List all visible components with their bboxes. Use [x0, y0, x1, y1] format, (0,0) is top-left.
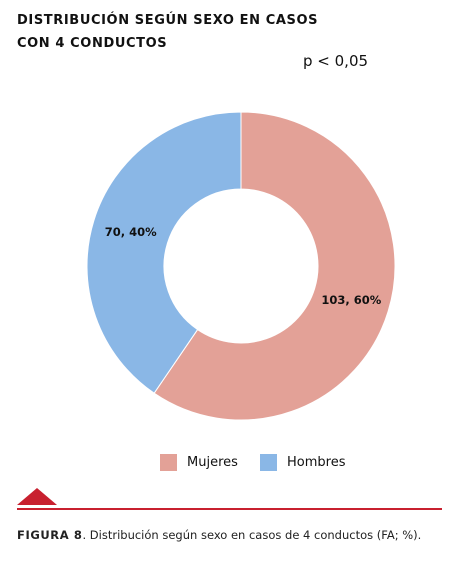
p-value-label: p < 0,05: [303, 52, 369, 70]
legend-swatch-mujeres: [160, 453, 177, 471]
red-triangle-marker-icon: [17, 488, 57, 505]
legend-item-mujeres: Mujeres: [160, 452, 238, 472]
donut-slice-mujeres: [153, 111, 396, 421]
legend-item-hombres: Hombres: [260, 452, 345, 472]
chart-legend: Mujeres Hombres: [0, 452, 454, 472]
legend-swatch-hombres: [260, 453, 277, 471]
donut-slice-hombres: [86, 111, 242, 394]
chart-title-line-1: DISTRIBUCIÓN SEGÚN SEXO EN CASOS: [17, 13, 319, 28]
data-label-hombres: 70, 40%: [105, 225, 157, 239]
caption-divider: [17, 508, 442, 510]
chart-title-line-2: CON 4 CONDUCTOS: [17, 36, 168, 51]
figure-caption-lead: FIGURA 8: [17, 528, 83, 542]
legend-label-mujeres: Mujeres: [187, 454, 238, 470]
legend-label-hombres: Hombres: [287, 454, 346, 470]
figure-caption: FIGURA 8. Distribución según sexo en cas…: [17, 528, 447, 542]
figure-caption-text: . Distribución según sexo en casos de 4 …: [82, 528, 422, 542]
chart-title: DISTRIBUCIÓN SEGÚN SEXO EN CASOS CON 4 C…: [17, 9, 357, 55]
data-label-mujeres: 103, 60%: [321, 293, 381, 307]
